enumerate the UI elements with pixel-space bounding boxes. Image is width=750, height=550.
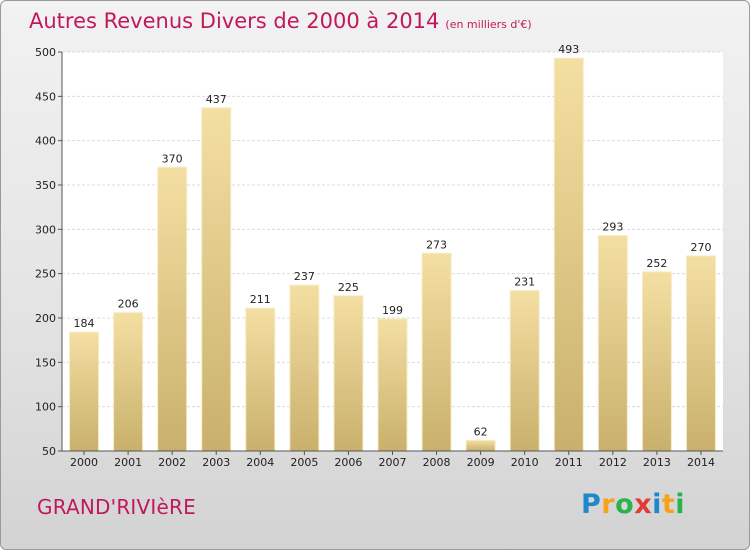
data-label: 231	[514, 276, 535, 289]
logo-letter: x	[634, 489, 653, 520]
logo-letter: i	[675, 489, 686, 520]
y-tick-label: 450	[35, 90, 56, 103]
bar	[421, 252, 452, 452]
logo-letter: t	[661, 489, 676, 520]
data-label: 237	[294, 270, 315, 283]
data-label: 184	[74, 317, 95, 330]
data-label: 370	[162, 152, 183, 165]
bar	[157, 166, 188, 452]
y-tick-label: 100	[35, 401, 56, 414]
x-tick-label: 2012	[599, 456, 627, 469]
data-label: 270	[690, 241, 711, 254]
x-tick-label: 2002	[158, 456, 186, 469]
bar	[641, 271, 672, 452]
data-label: 62	[474, 425, 488, 438]
logo-letter: o	[615, 489, 635, 520]
bar	[509, 290, 540, 452]
data-label: 211	[250, 293, 271, 306]
x-tick-label: 2008	[423, 456, 451, 469]
x-tick-label: 2003	[202, 456, 230, 469]
bar	[465, 439, 496, 452]
x-tick-label: 2013	[643, 456, 671, 469]
x-tick-label: 2007	[379, 456, 407, 469]
x-tick-label: 2014	[687, 456, 715, 469]
data-label: 252	[646, 257, 667, 270]
data-label: 225	[338, 281, 359, 294]
bar	[69, 331, 100, 452]
y-tick-label: 50	[42, 445, 56, 458]
x-tick-label: 2004	[246, 456, 274, 469]
y-tick-label: 200	[35, 312, 56, 325]
bar	[201, 107, 232, 452]
y-tick-label: 150	[35, 356, 56, 369]
data-label: 273	[426, 238, 447, 251]
y-tick-label: 400	[35, 135, 56, 148]
bar	[245, 307, 276, 452]
data-label: 493	[558, 43, 579, 56]
chart-title-text: Autres Revenus Divers de 2000 à 2014	[29, 9, 440, 33]
logo-letter: r	[601, 489, 616, 520]
x-tick-label: 2011	[555, 456, 583, 469]
x-tick-label: 2001	[114, 456, 142, 469]
bar	[333, 295, 364, 452]
proxiti-logo: Proxiti	[581, 489, 685, 520]
y-tick-label: 300	[35, 223, 56, 236]
data-label: 293	[602, 221, 623, 234]
logo-letter: i	[652, 489, 662, 520]
x-tick-label: 2006	[334, 456, 362, 469]
x-tick-label: 2010	[511, 456, 539, 469]
y-tick-label: 350	[35, 179, 56, 192]
chart-title: Autres Revenus Divers de 2000 à 2014 (en …	[29, 9, 532, 33]
x-tick-label: 2000	[70, 456, 98, 469]
x-tick-label: 2005	[290, 456, 318, 469]
x-tick-label: 2009	[467, 456, 495, 469]
bar	[553, 57, 584, 452]
commune-name: GRAND'RIVIèRE	[37, 495, 196, 519]
bar	[113, 312, 144, 452]
data-label: 206	[118, 298, 139, 311]
bar	[289, 284, 320, 452]
bar	[377, 318, 408, 452]
chart-subtitle: (en milliers d'€)	[445, 18, 532, 31]
logo-letter: P	[581, 489, 602, 520]
y-tick-label: 500	[35, 46, 56, 59]
bar	[685, 255, 716, 452]
data-label: 437	[206, 93, 227, 106]
y-tick-label: 250	[35, 268, 56, 281]
data-label: 199	[382, 304, 403, 317]
bar	[597, 235, 628, 452]
